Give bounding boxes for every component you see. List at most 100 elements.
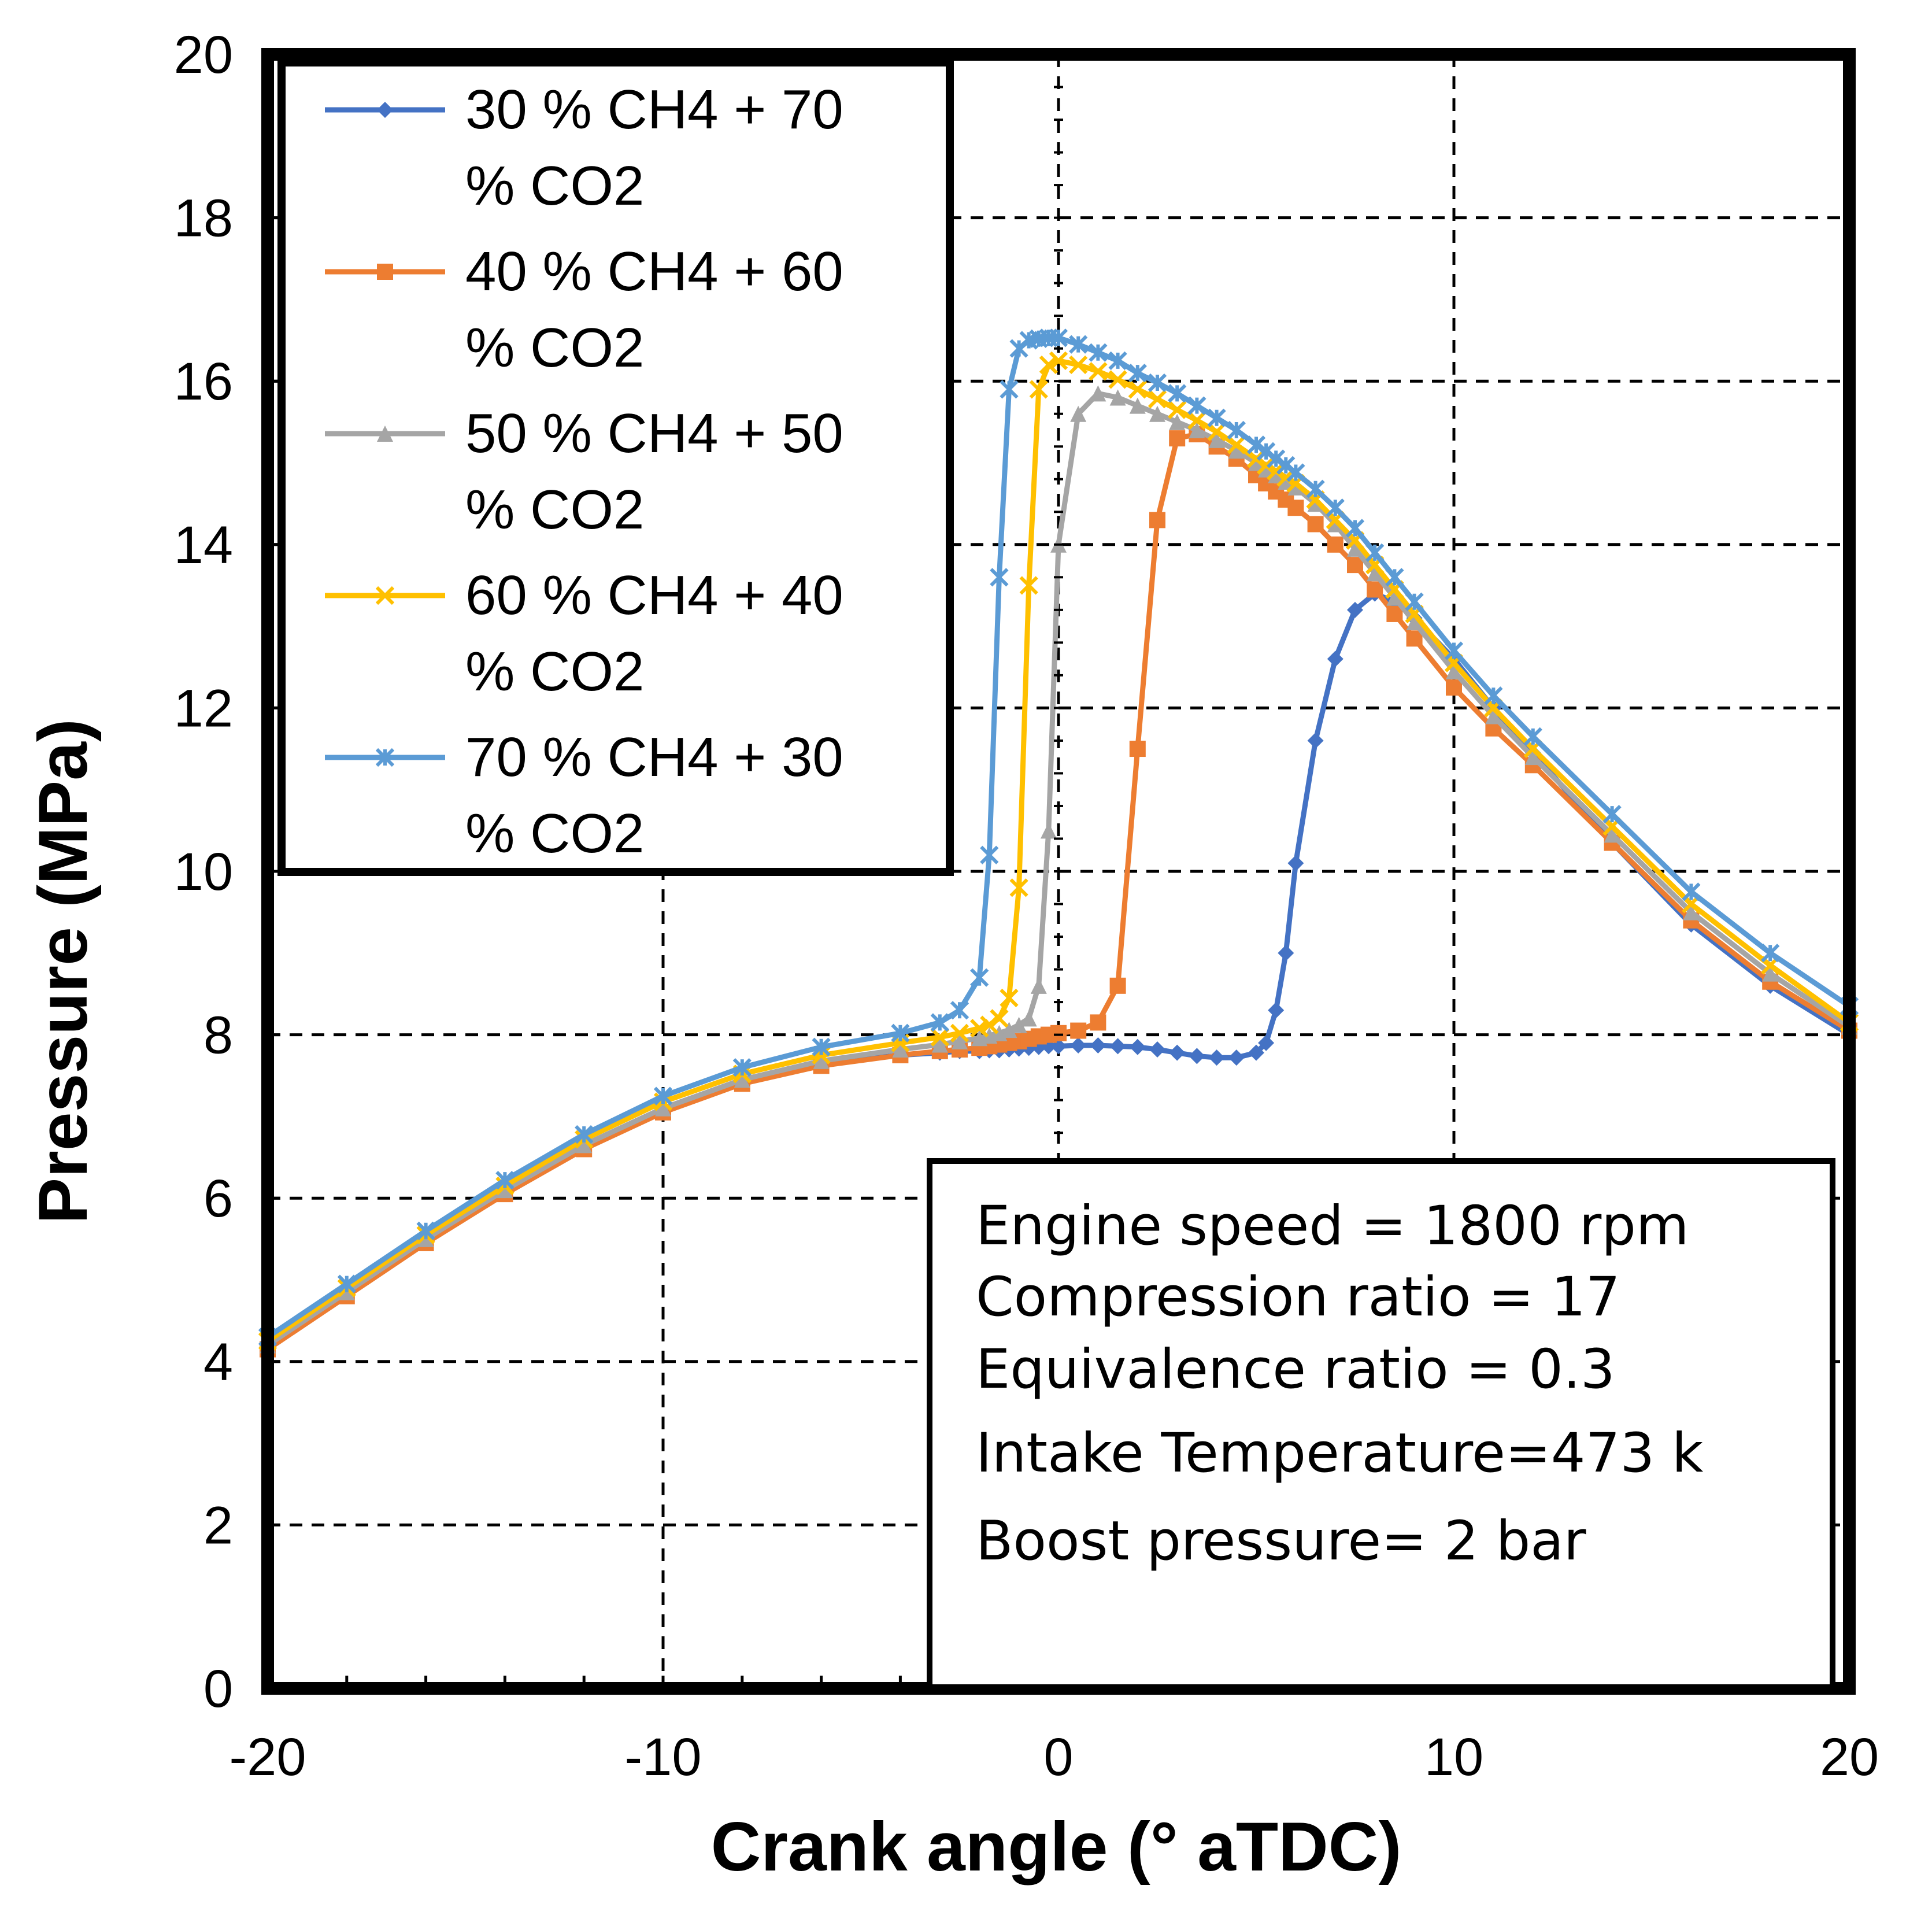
x-tick-label: -10 [625,1728,702,1787]
legend-box [277,58,954,876]
data-point [1446,663,1462,679]
data-point [1327,650,1343,667]
data-point [1385,568,1404,587]
info-line: Boost pressure= 2 bar [976,1510,1586,1573]
data-point [497,1182,513,1199]
legend-label-line: % CO2 [465,155,644,217]
data-point [1326,498,1345,517]
data-point [1000,380,1019,399]
data-point [1248,1044,1264,1061]
data-point [1090,1037,1106,1053]
x-tick-label: 20 [1820,1728,1879,1787]
data-point [1307,516,1324,533]
data-point [1248,454,1264,471]
y-tick-label: 12 [174,679,233,738]
data-point [1762,965,1779,982]
data-point [1189,1048,1205,1064]
legend-item-2: 40 % CH4 + 60 % CO2 [325,241,843,379]
data-point [1029,380,1048,399]
data-point [576,1137,593,1154]
legend-label: 70 % CH4 + 30 % CO2 [465,726,843,864]
x-tick-label: 10 [1424,1728,1483,1787]
data-point [1070,1037,1087,1053]
legend-label-line: 40 % CH4 + 60 [465,241,843,302]
data-point [1386,589,1403,606]
data-point [1189,422,1205,438]
data-point [1386,605,1403,622]
data-point [1129,1038,1146,1055]
data-point [1128,380,1147,399]
data-point [1169,1044,1186,1061]
data-point [1682,882,1701,901]
data-point [1246,449,1266,468]
info-line: Equivalence ratio = 0.3 [976,1338,1615,1401]
y-tick-label: 14 [174,516,233,575]
data-point [1089,343,1108,362]
data-point [338,1284,355,1300]
data-point [1049,351,1068,370]
x-tick-label: -20 [230,1728,306,1787]
data-point [1276,456,1296,475]
y-tick-label: 16 [174,352,233,411]
data-point [1039,355,1058,375]
data-point [1070,405,1087,422]
data-point [377,102,393,118]
legend-label-line: 50 % CH4 + 50 [465,402,843,464]
data-point [1347,540,1363,557]
y-tick-label: 20 [174,25,233,84]
data-point [1347,601,1363,618]
series-3 [260,385,1857,1354]
data-point [1187,396,1206,415]
data-point [732,1058,752,1077]
data-point [1168,400,1187,419]
data-point [1367,581,1383,598]
data-point [1207,408,1226,427]
data-point [1268,1002,1285,1019]
data-point [812,1037,831,1056]
data-point [1049,328,1068,348]
data-point [1524,749,1541,766]
data-point [1129,741,1146,757]
data-point [1602,804,1622,824]
data-point [1108,351,1127,370]
y-tick-label: 8 [203,1006,233,1065]
data-point [1069,355,1088,375]
data-point [1228,442,1245,459]
data-point [1246,435,1266,454]
data-point [653,1086,673,1106]
data-point [930,1027,949,1047]
legend-label-line: % CO2 [465,479,644,541]
data-point [1327,516,1343,533]
data-point [1278,473,1294,490]
data-point [1327,536,1343,553]
legend-label-line: 70 % CH4 + 30 [465,726,843,788]
data-point [1485,708,1502,724]
data-point [417,1230,434,1247]
legend-label: 40 % CH4 + 60 % CO2 [465,241,843,379]
data-point [1001,1022,1017,1038]
data-point [1128,363,1147,383]
data-point [1148,390,1167,409]
data-point [1306,479,1325,498]
info-box: Engine speed = 1800 rpm Compression ratio… [927,1158,1835,1690]
data-point [813,1052,830,1069]
data-point [1258,461,1275,478]
legend-label-line: 60 % CH4 + 40 [465,564,843,626]
data-point [1406,614,1423,631]
data-point [1307,732,1324,749]
data-point [1020,1010,1037,1027]
data-point [575,1125,594,1144]
y-tick-label: 10 [174,842,233,901]
data-point [1168,384,1187,403]
data-point [1267,449,1286,468]
data-point [1258,1034,1275,1051]
data-point [1070,1022,1087,1039]
legend-item-4: 60 % CH4 + 40 % CO2 [325,564,843,703]
data-point [1207,422,1226,441]
x-tick-label: 0 [1043,1728,1073,1787]
legend-label: 50 % CH4 + 50 % CO2 [465,402,843,541]
data-point [495,1170,515,1190]
data-point [970,968,989,987]
